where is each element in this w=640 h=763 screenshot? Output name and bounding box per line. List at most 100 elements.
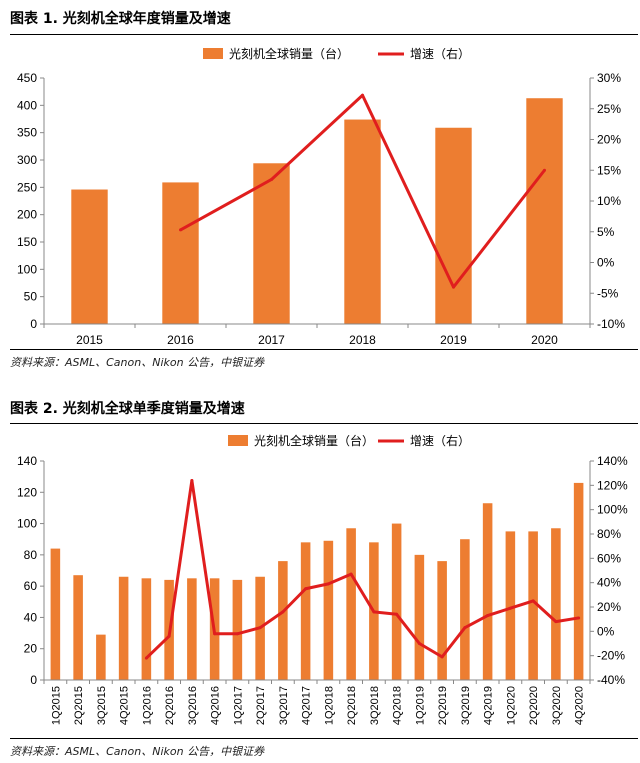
growth-point-2Q2018	[349, 572, 353, 576]
growth-point-2019	[452, 285, 455, 289]
bar-2Q2020	[528, 531, 538, 680]
left-tick-label: 350	[17, 126, 37, 140]
growth-point-1Q2017	[235, 632, 239, 636]
growth-point-2Q2019	[440, 655, 444, 659]
left-tick-label: 400	[17, 98, 37, 112]
left-tick-label: 450	[17, 71, 37, 85]
bar-2020	[526, 98, 563, 324]
growth-point-1Q2016	[144, 656, 148, 660]
bar-1Q2015	[50, 548, 61, 680]
bar-3Q2020	[551, 528, 561, 680]
left-tick-label: 150	[17, 235, 37, 249]
x-tick-label: 4Q2020	[574, 686, 586, 725]
growth-point-3Q2020	[554, 620, 558, 624]
right-tick-label: 20%	[597, 133, 621, 147]
right-tick-label: 15%	[597, 163, 621, 177]
left-tick-label: 250	[17, 180, 37, 194]
bar-1Q2018	[323, 540, 334, 680]
right-tick-label: 120%	[597, 478, 628, 492]
x-tick-label: 3Q2019	[460, 686, 472, 725]
figure2-source: 资料来源：ASML、Canon、Nikon 公告，中银证券	[10, 745, 265, 758]
bar-3Q2019	[460, 539, 470, 680]
bar-2019	[435, 127, 472, 324]
bar-3Q2017	[278, 561, 288, 680]
x-tick-label: 4Q2016	[210, 686, 222, 725]
left-tick-label: 100	[17, 517, 37, 531]
x-tick-label: 3Q2017	[278, 686, 290, 725]
growth-point-3Q2019	[463, 626, 467, 630]
left-tick-label: 50	[24, 290, 38, 304]
left-tick-label: 20	[24, 642, 38, 656]
right-tick-label: 5%	[597, 225, 615, 239]
growth-point-1Q2018	[326, 582, 330, 586]
growth-point-4Q2017	[304, 587, 308, 591]
left-tick-label: 0	[30, 317, 37, 331]
right-tick-label: -10%	[597, 317, 625, 331]
left-tick-label: 140	[17, 454, 37, 468]
bar-2Q2019	[437, 561, 447, 680]
right-tick-label: 30%	[597, 71, 621, 85]
growth-point-2017	[270, 177, 273, 181]
bar-2015	[71, 189, 108, 324]
x-tick-label: 2019	[440, 333, 467, 347]
x-tick-label: 2015	[76, 333, 103, 347]
growth-point-1Q2020	[508, 606, 512, 610]
bar-2017	[253, 163, 290, 324]
bar-4Q2019	[482, 503, 493, 680]
bar-2016	[162, 182, 199, 324]
x-tick-label: 2018	[349, 333, 376, 347]
x-tick-label: 3Q2016	[187, 686, 199, 725]
left-tick-label: 120	[17, 485, 37, 499]
bar-4Q2015	[118, 576, 129, 680]
left-tick-label: 40	[24, 610, 38, 624]
left-tick-label: 100	[17, 262, 37, 276]
x-tick-label: 1Q2018	[323, 686, 335, 725]
x-tick-label: 4Q2019	[483, 686, 495, 725]
figure2-bottom-rule	[10, 738, 638, 739]
figure1-source: 资料来源：ASML、Canon、Nikon 公告，中银证券	[10, 356, 265, 369]
right-tick-label: -40%	[597, 673, 625, 687]
x-tick-label: 3Q2020	[551, 686, 563, 725]
bar-4Q2017	[300, 542, 311, 680]
bar-3Q2015	[96, 634, 106, 680]
right-tick-label: 10%	[597, 194, 621, 208]
growth-point-2Q2017	[258, 626, 262, 630]
growth-point-2020	[543, 168, 546, 172]
growth-point-4Q2020	[577, 616, 581, 620]
legend-bar-label: 光刻机全球销量（台）	[229, 46, 349, 61]
bar-1Q2016	[141, 578, 152, 680]
right-tick-label: 100%	[597, 503, 628, 517]
x-tick-label: 2Q2018	[346, 686, 358, 725]
legend-bar-swatch	[203, 48, 223, 59]
x-tick-label: 4Q2018	[392, 686, 404, 725]
legend-bar-label: 光刻机全球销量（台）	[254, 433, 374, 448]
x-tick-label: 4Q2017	[301, 686, 313, 725]
right-tick-label: 140%	[597, 454, 628, 468]
bar-2Q2018	[346, 528, 356, 680]
growth-point-3Q2017	[281, 610, 285, 614]
growth-point-3Q2018	[372, 610, 376, 614]
bar-1Q2020	[505, 531, 516, 680]
right-tick-label: 20%	[597, 600, 621, 614]
legend-line-label: 增速（右）	[410, 46, 470, 61]
right-tick-label: -20%	[597, 649, 625, 663]
bar-4Q2020	[573, 482, 584, 680]
x-tick-label: 2016	[167, 333, 194, 347]
x-tick-label: 2Q2015	[73, 686, 85, 725]
x-tick-label: 3Q2018	[369, 686, 381, 725]
growth-point-3Q2016	[190, 478, 194, 482]
x-tick-label: 2Q2020	[528, 686, 540, 725]
left-tick-label: 300	[17, 153, 37, 167]
growth-point-2016	[179, 228, 182, 232]
x-tick-label: 1Q2016	[141, 686, 153, 725]
growth-point-4Q2019	[486, 614, 490, 618]
x-tick-label: 1Q2017	[232, 686, 244, 725]
bar-3Q2016	[187, 578, 197, 680]
left-tick-label: 0	[30, 673, 37, 687]
x-tick-label: 2Q2019	[437, 686, 449, 725]
growth-point-2018	[361, 93, 364, 97]
left-tick-label: 200	[17, 208, 37, 222]
figure2-title-rule	[10, 423, 638, 424]
growth-line	[145, 478, 579, 660]
right-tick-label: 80%	[597, 527, 621, 541]
